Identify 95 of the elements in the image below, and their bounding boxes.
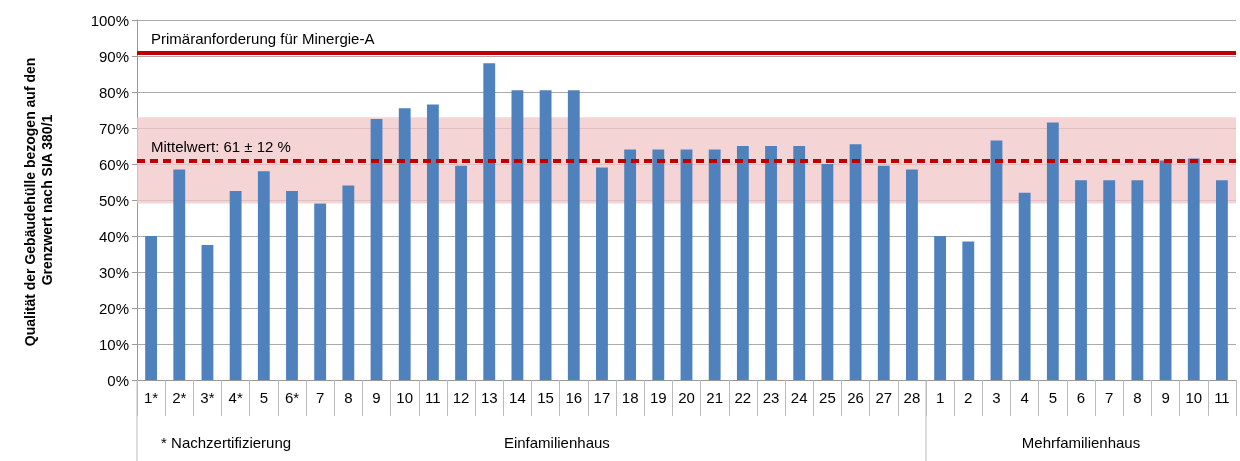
x-tick-label: 18	[621, 389, 639, 406]
bar	[962, 241, 975, 380]
x-tick-label: 4	[1020, 389, 1029, 406]
y-tick-label: 50%	[98, 191, 129, 209]
y-tick-label: 30%	[98, 263, 129, 281]
x-tick-label: 8	[344, 389, 353, 406]
x-tick-label: 11	[1214, 389, 1230, 406]
y-axis-title: Qualität der Gebäudehülle bezogen auf den Grenzwert nach SIA 380/1	[21, 53, 55, 347]
x-tick-label: 13	[480, 389, 498, 406]
x-tick-label: 8	[1133, 389, 1142, 406]
bar	[906, 169, 918, 380]
x-tick-label: 28	[903, 389, 921, 406]
bar	[257, 171, 270, 380]
y-tick-label: 100%	[90, 11, 129, 29]
text: Einfamilienhaus	[503, 433, 610, 451]
x-tick-label: 10	[396, 389, 414, 406]
x-tick-label: 17	[593, 389, 611, 406]
bar	[1187, 158, 1200, 380]
x-tick-label: 27	[875, 389, 893, 406]
bar	[1046, 122, 1059, 380]
bar	[229, 191, 242, 380]
x-tick-label: 23	[762, 389, 780, 406]
bar	[286, 191, 298, 380]
ref-line-label: Mittelwert: 61 ± 12 %	[151, 138, 291, 156]
x-tick-label: 2	[964, 389, 973, 406]
bar	[849, 144, 862, 380]
y-tick-label: 10%	[98, 335, 129, 353]
x-tick-label: 5	[1048, 389, 1058, 406]
x-tick-label: 6*	[284, 389, 300, 406]
bar	[1103, 180, 1116, 380]
bar	[765, 146, 777, 380]
x-tick-label: 19	[649, 389, 667, 406]
bar	[624, 149, 637, 380]
bar	[1018, 192, 1031, 380]
bar	[511, 90, 524, 380]
x-tick-label: 3	[992, 389, 1001, 406]
y-tick-label: 60%	[98, 155, 129, 173]
x-tick-label: 12	[452, 389, 470, 406]
bar	[342, 185, 355, 380]
x-tick-label: 20	[678, 389, 695, 406]
y-tick-label: 40%	[98, 227, 129, 245]
bar	[539, 90, 552, 380]
text: * Nachzertifizierung	[161, 433, 292, 451]
x-tick-label: 24	[790, 389, 808, 406]
ref-line-label: Primäranforderung für Minergie-A	[151, 30, 375, 48]
bar	[934, 236, 947, 380]
text: Mehrfamilienhaus	[1021, 433, 1141, 451]
bar	[145, 236, 158, 380]
x-tick-label: 25	[819, 389, 836, 406]
y-tick-label: 20%	[98, 299, 129, 317]
x-tick-label: 9	[1161, 389, 1170, 406]
x-tick-label: 14	[509, 389, 526, 406]
bar	[1215, 180, 1228, 380]
x-tick-label: 21	[706, 389, 724, 406]
x-tick-label: 4*	[228, 389, 243, 406]
bar	[736, 146, 749, 380]
bar	[455, 165, 467, 380]
bar	[201, 245, 214, 380]
x-tick-label: 2*	[172, 389, 187, 406]
bar	[426, 104, 439, 380]
x-tick-label: 7	[315, 389, 325, 406]
x-tick-label: 9	[372, 389, 381, 406]
bar	[680, 149, 693, 380]
x-tick-label: 15	[537, 389, 554, 406]
bar	[314, 203, 327, 380]
y-tick-label: 0%	[107, 371, 129, 389]
bar	[596, 167, 608, 380]
y-tick-label: 80%	[98, 83, 129, 101]
bar	[483, 63, 496, 380]
x-tick-label: 16	[565, 389, 583, 406]
bar	[567, 90, 580, 380]
x-tick-label: 1	[935, 389, 945, 406]
bar	[398, 108, 411, 380]
x-tick-label: 5	[259, 389, 268, 406]
x-tick-label: 3*	[200, 389, 215, 406]
x-tick-label: 6	[1076, 389, 1086, 406]
bar	[990, 140, 1003, 380]
bar	[708, 149, 721, 380]
bar	[1075, 180, 1087, 380]
x-tick-label: 22	[734, 389, 752, 406]
x-tick-label: 11	[425, 389, 441, 406]
x-tick-label: 7	[1105, 389, 1114, 406]
y-tick-label: 70%	[98, 119, 129, 137]
bar	[370, 119, 383, 380]
bar	[793, 146, 806, 380]
bar	[173, 169, 186, 380]
x-tick-label: 10	[1185, 389, 1203, 406]
y-tick-label: 90%	[98, 47, 129, 65]
bar	[652, 149, 665, 380]
bar	[1159, 160, 1172, 380]
x-tick-label: 1*	[144, 389, 159, 406]
x-tick-label: 26	[847, 389, 864, 406]
bar	[1131, 180, 1144, 380]
bar	[821, 164, 834, 380]
bar	[877, 165, 890, 380]
